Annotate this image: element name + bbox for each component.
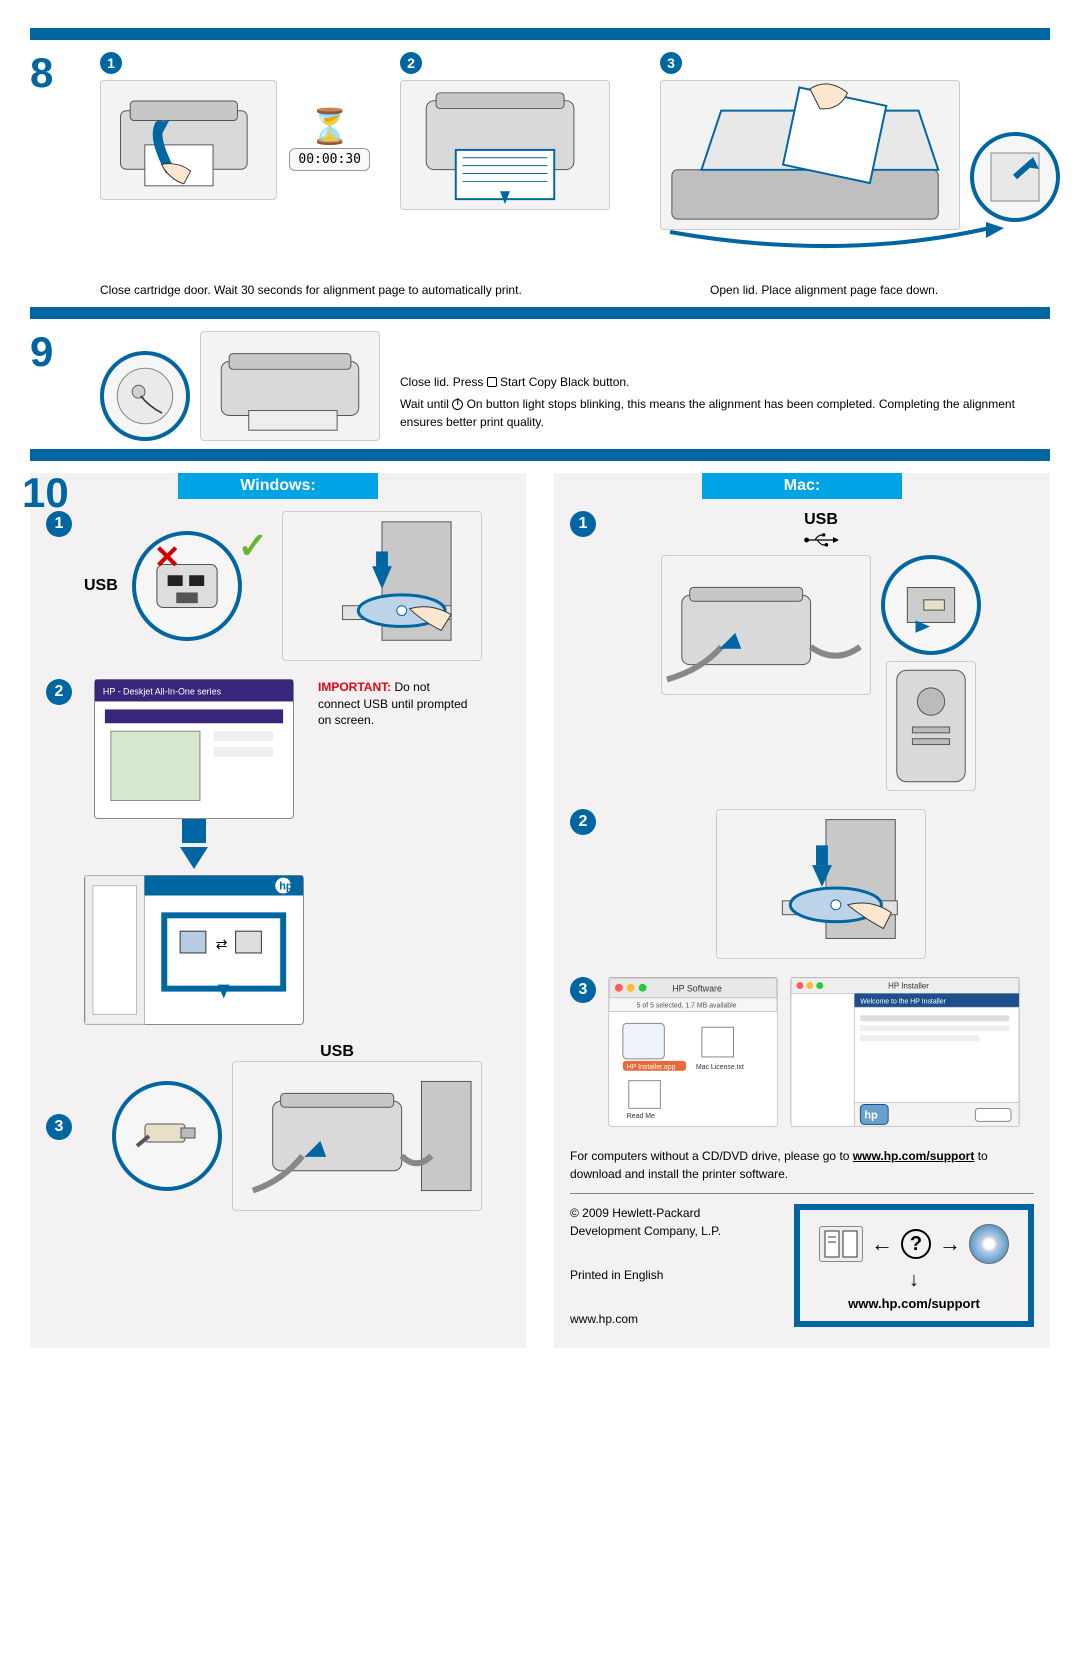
- detail-press-button: [100, 351, 190, 441]
- step-9: 9: [30, 331, 1050, 441]
- detail-usb-mac: [881, 555, 981, 655]
- step-9-number: 9: [30, 331, 80, 373]
- step9-line1: Close lid. Press Start Copy Black button…: [400, 373, 1050, 391]
- win-sub2-badge: 2: [46, 679, 72, 705]
- mac-usb-label: USB: [804, 511, 838, 529]
- detail-usb-connector: [112, 1081, 222, 1191]
- svg-text:hp: hp: [279, 880, 293, 892]
- windows-tab: Windows:: [178, 473, 378, 499]
- footer-no-cd: For computers without a CD/DVD drive, pl…: [570, 1147, 1034, 1183]
- mac-sub3-badge: 3: [570, 977, 596, 1003]
- timer-block: ⏳ 00:00:30: [289, 110, 370, 171]
- footer-printed: Printed in English: [570, 1266, 774, 1284]
- illus-connect-usb-mac: [661, 555, 871, 695]
- illus-place-page: [660, 80, 960, 230]
- illus-installer-screen1: HP - Deskjet All-In-One series: [94, 679, 294, 819]
- support-card: ← ? → ↓ www.hp.com/support: [794, 1204, 1034, 1328]
- illus-mac-finder: HP Software 5 of 5 selected, 1.7 MB avai…: [608, 977, 778, 1127]
- arrow-down-icon: [180, 847, 208, 869]
- svg-text:5 of 5 selected, 1.7 MB availa: 5 of 5 selected, 1.7 MB available: [637, 1002, 737, 1009]
- power-icon: [452, 399, 463, 410]
- footer-site: www.hp.com: [570, 1310, 774, 1328]
- illus-insert-cd-mac: [716, 809, 926, 959]
- mac-tab: Mac:: [702, 473, 902, 499]
- step-10-number: 10: [22, 469, 69, 517]
- svg-text:HP Installer.app: HP Installer.app: [627, 1064, 676, 1071]
- illus-mac-tower: [886, 661, 976, 791]
- step8-caption-right: Open lid. Place alignment page face down…: [710, 282, 1060, 299]
- win-usb-label: USB: [84, 577, 118, 595]
- illus-installer-screen2: hp ⇄: [84, 875, 304, 1025]
- svg-text:Read Me: Read Me: [627, 1113, 655, 1120]
- svg-text:Welcome to the HP Installer: Welcome to the HP Installer: [860, 998, 946, 1005]
- arrow-left-icon: ←: [871, 1227, 893, 1260]
- check-icon: ✓: [238, 528, 268, 564]
- step8-sub2-badge: 2: [400, 52, 422, 74]
- svg-text:Mac License.txt: Mac License.txt: [696, 1064, 744, 1071]
- arrow-right-icon: →: [939, 1227, 961, 1260]
- illus-insert-cd-win: [282, 511, 482, 661]
- illus-mac-installer: HP Installer Welcome to the HP Installer: [790, 977, 1020, 1127]
- svg-text:HP Software: HP Software: [672, 984, 722, 994]
- cd-icon: [969, 1224, 1009, 1264]
- support-card-link: www.hp.com/support: [814, 1294, 1014, 1314]
- detail-corner-placement: [970, 132, 1060, 222]
- hourglass-icon: ⏳: [309, 110, 351, 144]
- mac-sub2-badge: 2: [570, 809, 596, 835]
- win-sub3-badge: 3: [46, 1114, 72, 1140]
- detail-usb-port-dont: ✕: [132, 531, 242, 641]
- step-8: 8 1: [30, 52, 1050, 299]
- illus-connect-usb-win: [232, 1061, 482, 1211]
- mac-sub1-badge: 1: [570, 511, 596, 537]
- footer-block: For computers without a CD/DVD drive, pl…: [570, 1147, 1034, 1328]
- illus-close-cartridge: [100, 80, 277, 200]
- copy-black-icon: [487, 377, 497, 387]
- step-10: 10 Windows: 1 USB: [30, 473, 1050, 1348]
- x-icon: ✕: [154, 541, 181, 573]
- usb-trident-icon: [803, 531, 839, 549]
- step-8-number: 8: [30, 52, 80, 94]
- svg-text:⇄: ⇄: [216, 936, 228, 952]
- windows-column: 10 Windows: 1 USB: [30, 473, 526, 1348]
- illus-alignment-print: [400, 80, 610, 210]
- doc-icon: [819, 1226, 863, 1262]
- important-note: IMPORTANT: Do not connect USB until prom…: [318, 679, 468, 729]
- svg-text:hp: hp: [864, 1109, 878, 1121]
- step8-sub1-badge: 1: [100, 52, 122, 74]
- footer-copyright: © 2009 Hewlett-Packard Development Compa…: [570, 1204, 774, 1240]
- illus-close-lid: [200, 331, 380, 441]
- svg-text:HP Installer: HP Installer: [888, 981, 929, 990]
- question-icon: ?: [901, 1229, 931, 1259]
- step8-sub3-badge: 3: [660, 52, 682, 74]
- support-link-inline[interactable]: www.hp.com/support: [853, 1149, 975, 1163]
- timer-readout: 00:00:30: [289, 148, 370, 171]
- mac-column: Mac: 1 USB: [554, 473, 1050, 1348]
- arrow-down-small-icon: ↓: [814, 1270, 1014, 1290]
- step9-line2: Wait until On button light stops blinkin…: [400, 395, 1050, 431]
- step8-caption-left: Close cartridge door. Wait 30 seconds fo…: [100, 282, 680, 299]
- installer-title-text: HP - Deskjet All-In-One series: [103, 686, 222, 696]
- win-usb-connect-label: USB: [320, 1043, 354, 1060]
